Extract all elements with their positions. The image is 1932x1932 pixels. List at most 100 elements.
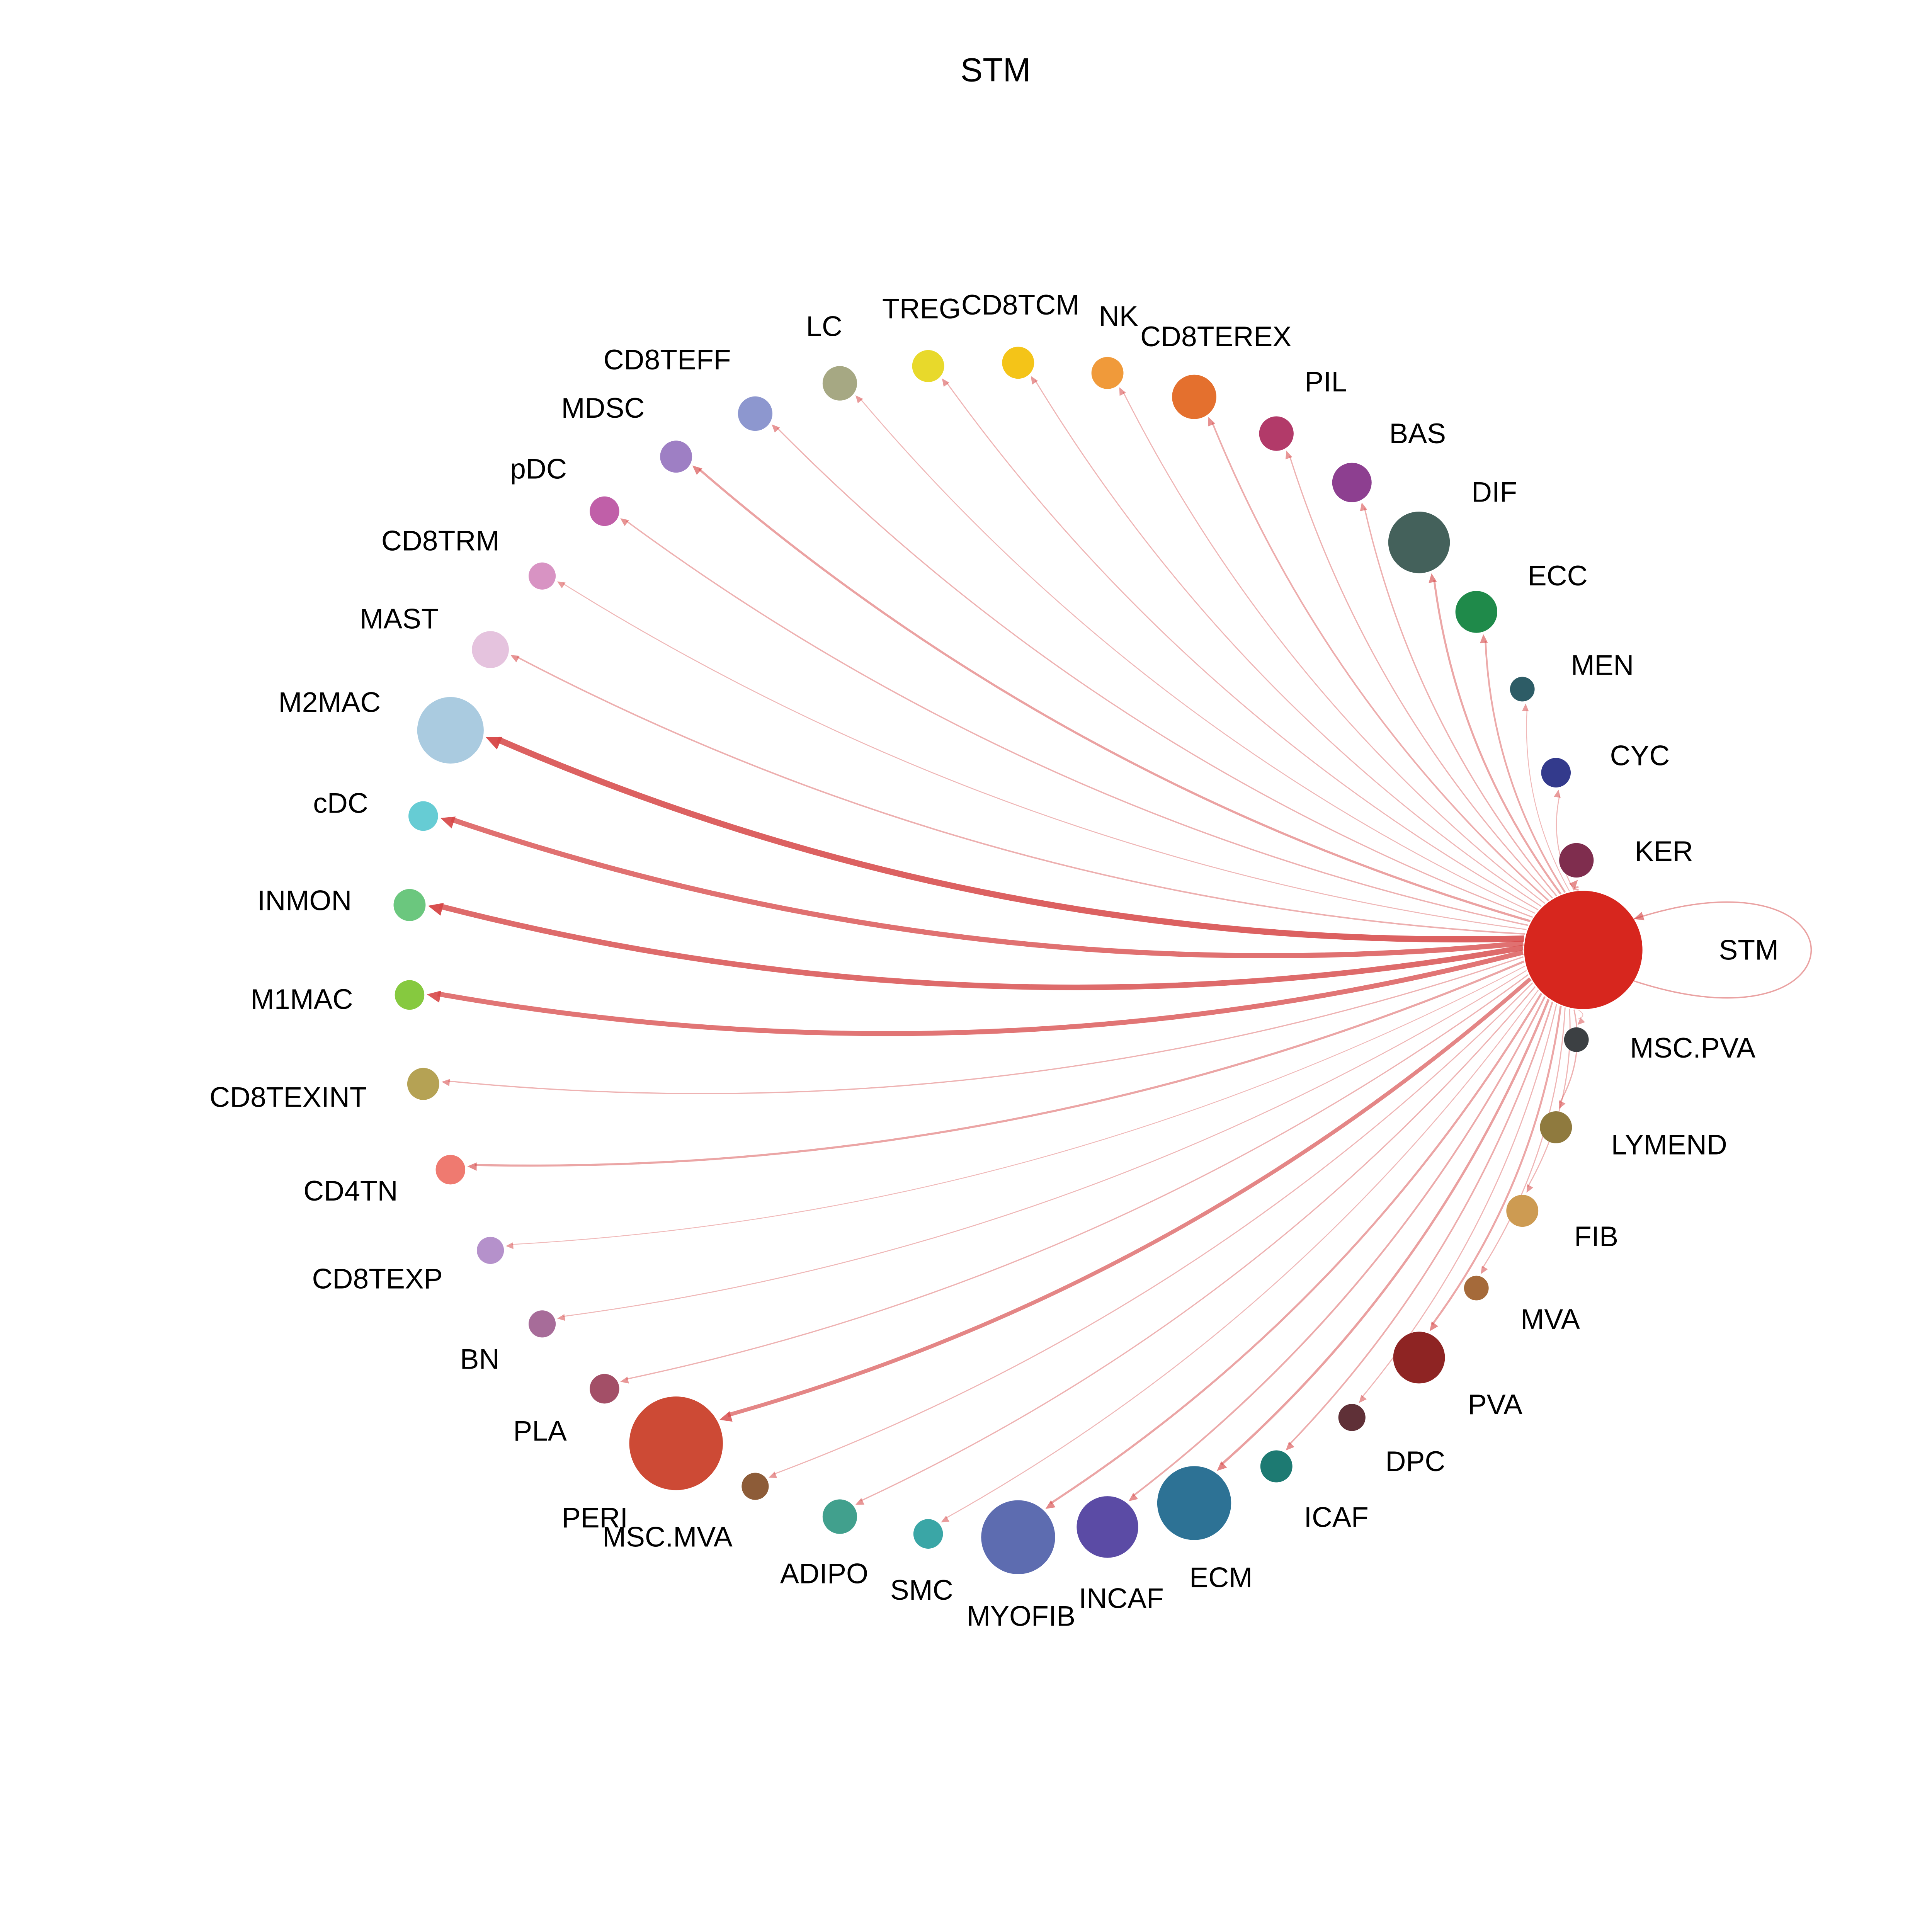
node-label-dpc: DPC [1385, 1446, 1445, 1477]
edge-stm-to-icaf [1289, 1002, 1553, 1445]
arrowhead-stm-to-fib [1526, 1184, 1534, 1193]
arrowhead-stm-to-cd8terex [1208, 417, 1216, 427]
arrowhead-stm-to-mva [1481, 1265, 1488, 1274]
node-inmon [393, 889, 426, 921]
arrowhead-stm-to-msc-mva [769, 1471, 777, 1478]
arrowhead-stm-to-inmon [428, 903, 444, 916]
node-label-bas: BAS [1389, 418, 1446, 449]
arrowhead-stm-to-m2mac [485, 736, 503, 750]
node-lc [822, 366, 857, 401]
node-label-incaf: INCAF [1079, 1582, 1164, 1614]
edge-stm-to-cd8texp [511, 966, 1526, 1245]
arrowhead-stm-to-cd8teff [772, 424, 780, 433]
edge-stm-to-adipo [860, 986, 1536, 1502]
edge-stm-to-men [1526, 709, 1570, 891]
arrowhead-stm-to-cd8trm [557, 581, 566, 588]
edge-stm-to-dif [1433, 580, 1562, 895]
node-label-icaf: ICAF [1304, 1501, 1369, 1533]
node-label-m2mac: M2MAC [279, 686, 381, 718]
node-layer [393, 347, 1643, 1574]
node-label-peri: PERI [562, 1502, 628, 1534]
node-label-mdsc: MDSC [561, 392, 645, 424]
node-label-adipo: ADIPO [780, 1558, 868, 1590]
node-label-cd8tcm: CD8TCM [961, 289, 1080, 321]
node-label-mast: MAST [360, 603, 439, 634]
arrowhead-stm-to-ker [1569, 880, 1578, 889]
arrowhead-stm-to-mast [510, 655, 520, 663]
edge-stm-to-bas [1364, 508, 1557, 896]
node-cd8texint [407, 1068, 439, 1100]
node-label-mva: MVA [1520, 1303, 1580, 1335]
arrowhead-stm-to-dif [1429, 573, 1437, 583]
arrowhead-stm-to-bn [557, 1314, 566, 1321]
node-label-inmon: INMON [257, 885, 352, 917]
arrowhead-stm-to-m1mac [427, 990, 441, 1003]
edge-stm-to-ecc [1485, 641, 1566, 893]
node-label-cd4tn: CD4TN [303, 1175, 398, 1207]
edge-stm-to-cdc [451, 817, 1524, 959]
arrowhead-stm-to-cd8tcm [1031, 376, 1038, 385]
node-label-smc: SMC [890, 1574, 953, 1606]
node-label-cd8trm: CD8TRM [381, 525, 500, 557]
node-label-lymend: LYMEND [1611, 1129, 1727, 1161]
node-label-cyc: CYC [1610, 740, 1670, 771]
node-dpc [1338, 1404, 1366, 1431]
edge-stm-to-cd8texint [448, 956, 1524, 1094]
edge-stm-to-pdc [626, 520, 1529, 926]
edge-stm-to-msc-mva [774, 982, 1533, 1475]
arrowhead-stm-to-peri [719, 1411, 733, 1422]
node-label-pil: PIL [1304, 366, 1347, 398]
node-label-dif: DIF [1471, 476, 1517, 508]
node-ecm [1157, 1466, 1231, 1540]
node-label-cd8teff: CD8TEFF [604, 344, 731, 376]
edge-stm-to-ker [1573, 886, 1579, 891]
node-adipo [822, 1499, 857, 1534]
node-men [1510, 677, 1535, 702]
node-label-cd8texp: CD8TEXP [312, 1263, 443, 1294]
arrowhead-stm-to-msc-pva [1577, 1017, 1585, 1025]
node-cyc [1541, 758, 1571, 787]
arrowhead-stm-to-lc [855, 395, 863, 403]
node-msc-pva [1564, 1027, 1589, 1052]
node-fib [1506, 1195, 1539, 1227]
arrowhead-stm-to-mdsc [692, 465, 702, 475]
edge-stm-to-smc [945, 990, 1539, 1519]
node-m1mac [395, 980, 425, 1010]
arrowhead-stm-to-dpc [1359, 1395, 1367, 1403]
edge-stm-to-cd8terex [1211, 422, 1549, 901]
node-cd8terex [1172, 374, 1216, 419]
node-label-myofib: MYOFIB [967, 1600, 1075, 1632]
arrowhead-stm-to-pil [1285, 451, 1293, 459]
node-mdsc [660, 440, 692, 473]
node-cd8texp [477, 1236, 504, 1264]
arrowhead-stm-to-ecm [1217, 1461, 1227, 1471]
node-pdc [590, 496, 619, 526]
node-label-msc-pva: MSC.PVA [1630, 1032, 1755, 1064]
edge-stm-to-mdsc [698, 468, 1531, 922]
edge-stm-to-lymend [1559, 1009, 1578, 1103]
arrowhead-stm-to-pla [620, 1376, 629, 1384]
edge-layer [427, 376, 1812, 1522]
node-nk [1091, 357, 1124, 389]
arrowhead-stm-to-cd8texint [441, 1079, 450, 1086]
edge-stm-to-msc-pva [1578, 1010, 1583, 1020]
arrowhead-stm-to-pva [1429, 1321, 1439, 1332]
arrowhead-stm-to-nk [1119, 387, 1126, 396]
arrowhead-stm-to-pdc [620, 518, 629, 526]
edge-stm-to-mva [1482, 1007, 1566, 1269]
edge-stm-to-incaf [1133, 996, 1546, 1497]
edge-stm-to-m1mac [437, 950, 1524, 1036]
node-label-ker: KER [1635, 835, 1693, 867]
node-label-cd8texint: CD8TEXINT [209, 1081, 367, 1113]
edge-stm-to-pla [626, 974, 1529, 1380]
node-m2mac [417, 697, 484, 764]
node-lymend [1540, 1111, 1572, 1143]
node-dif [1388, 511, 1450, 573]
node-pla [590, 1374, 619, 1404]
node-ecc [1455, 591, 1497, 633]
arrowhead-stm-to-cdc [440, 816, 456, 828]
node-label-stm: STM [1719, 934, 1779, 966]
arrowhead-stm-to-lymend [1559, 1100, 1566, 1109]
